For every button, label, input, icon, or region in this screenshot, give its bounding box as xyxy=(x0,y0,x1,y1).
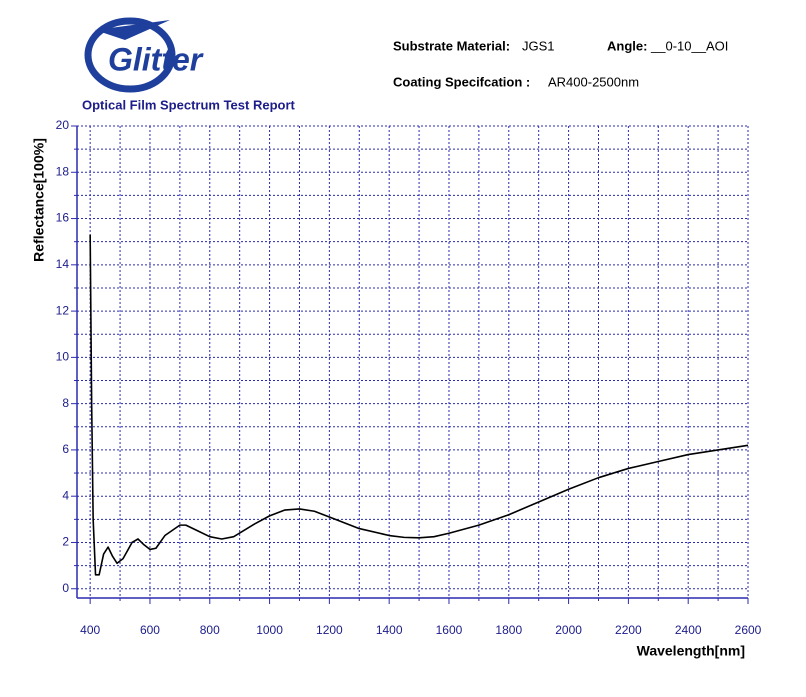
logo-text: Glitter xyxy=(108,41,204,77)
x-tick-label: 1200 xyxy=(316,623,343,637)
y-tick-label: 0 xyxy=(62,581,69,595)
x-tick-label: 1600 xyxy=(436,623,463,637)
x-tick-label: 2200 xyxy=(615,623,642,637)
logo-ring xyxy=(84,17,176,93)
y-tick-label: 8 xyxy=(62,396,69,410)
angle-value: __0-10__AOI xyxy=(650,38,728,53)
x-tick-label: 1400 xyxy=(376,623,403,637)
angle-label: Angle: xyxy=(607,38,647,53)
y-tick-label: 6 xyxy=(62,442,69,456)
coating-label: Coating Specifcation : xyxy=(393,74,530,89)
y-tick-label: 20 xyxy=(56,118,70,132)
x-tick-label: 1800 xyxy=(495,623,522,637)
x-tick-label: 400 xyxy=(80,623,100,637)
y-tick-label: 16 xyxy=(56,211,70,225)
y-tick-label: 14 xyxy=(56,257,70,271)
x-tick-label: 1000 xyxy=(256,623,283,637)
substrate-value: JGS1 xyxy=(522,38,555,53)
y-tick-label: 2 xyxy=(62,535,69,549)
data-line xyxy=(89,234,749,576)
x-tick-label: 2400 xyxy=(675,623,702,637)
x-tick-label: 800 xyxy=(200,623,220,637)
logo: Glitter xyxy=(84,17,204,93)
y-tick-label: 10 xyxy=(56,350,70,364)
logo-swoosh xyxy=(95,20,170,40)
x-tick-label: 600 xyxy=(140,623,160,637)
substrate-label: Substrate Material: xyxy=(393,38,510,53)
x-tick-label: 2000 xyxy=(555,623,582,637)
y-tick-label: 12 xyxy=(56,303,70,317)
y-tick-label: 4 xyxy=(62,488,69,502)
x-tick-label: 2600 xyxy=(735,623,762,637)
coating-value: AR400-2500nm xyxy=(548,74,639,89)
y-axis-label: Reflectance[100%] xyxy=(31,138,47,262)
report-title: Optical Film Spectrum Test Report xyxy=(82,97,296,112)
y-tick-label: 18 xyxy=(56,164,70,178)
x-axis-label: Wavelength[nm] xyxy=(637,643,745,659)
